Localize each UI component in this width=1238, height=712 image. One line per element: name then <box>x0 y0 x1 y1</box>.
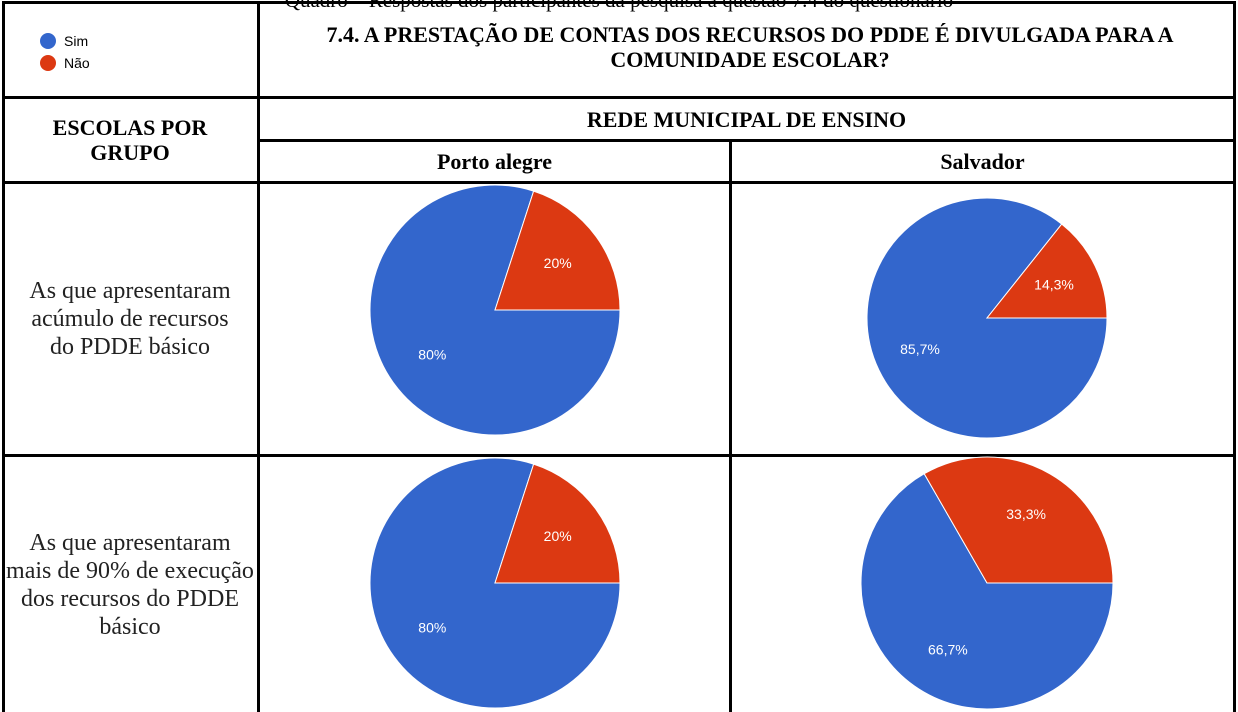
border <box>257 1 260 712</box>
slice-label: 33,3% <box>1006 506 1046 522</box>
border <box>258 139 1236 142</box>
pie-slice <box>494 190 621 311</box>
title: 7.4. A PRESTAÇÃO DE CONTAS DOS RECURSOS … <box>326 22 1174 72</box>
legend-label: Sim <box>64 33 89 49</box>
row-header: ESCOLAS POR GRUPO <box>52 115 208 165</box>
legend-item: Sim <box>40 30 90 52</box>
pie-slice <box>866 197 1108 439</box>
row-label: As que apresentaram mais de 90% de execu… <box>6 529 254 640</box>
row-label: As que apresentaram acúmulo de recursos … <box>29 278 231 360</box>
border <box>2 96 1236 99</box>
border <box>2 181 1236 184</box>
border <box>1233 1 1236 712</box>
slice-label: 85,7% <box>900 341 940 357</box>
border <box>729 139 732 712</box>
slice-label: 80% <box>418 619 446 635</box>
border <box>2 1 1236 4</box>
pie-slice <box>494 463 621 584</box>
border <box>2 454 1236 457</box>
column-header: Porto alegre <box>436 149 553 174</box>
pie-slice <box>923 456 1114 584</box>
slice-label: 14,3% <box>1034 276 1074 292</box>
slice-label: 80% <box>418 346 446 362</box>
legend-item: Não <box>40 52 90 74</box>
slice-label: 20% <box>544 255 572 271</box>
pie-slice <box>860 473 1114 710</box>
legend: Sim Não <box>40 30 90 74</box>
legend-swatch <box>40 33 56 49</box>
border <box>2 1 5 712</box>
pie-slice <box>985 223 1108 319</box>
group-header: REDE MUNICIPAL DE ENSINO <box>586 106 907 132</box>
slice-label: 20% <box>544 528 572 544</box>
legend-swatch <box>40 55 56 71</box>
slice-label: 66,7% <box>928 641 968 657</box>
legend-label: Não <box>64 55 90 71</box>
column-header: Salvador <box>940 149 1025 174</box>
